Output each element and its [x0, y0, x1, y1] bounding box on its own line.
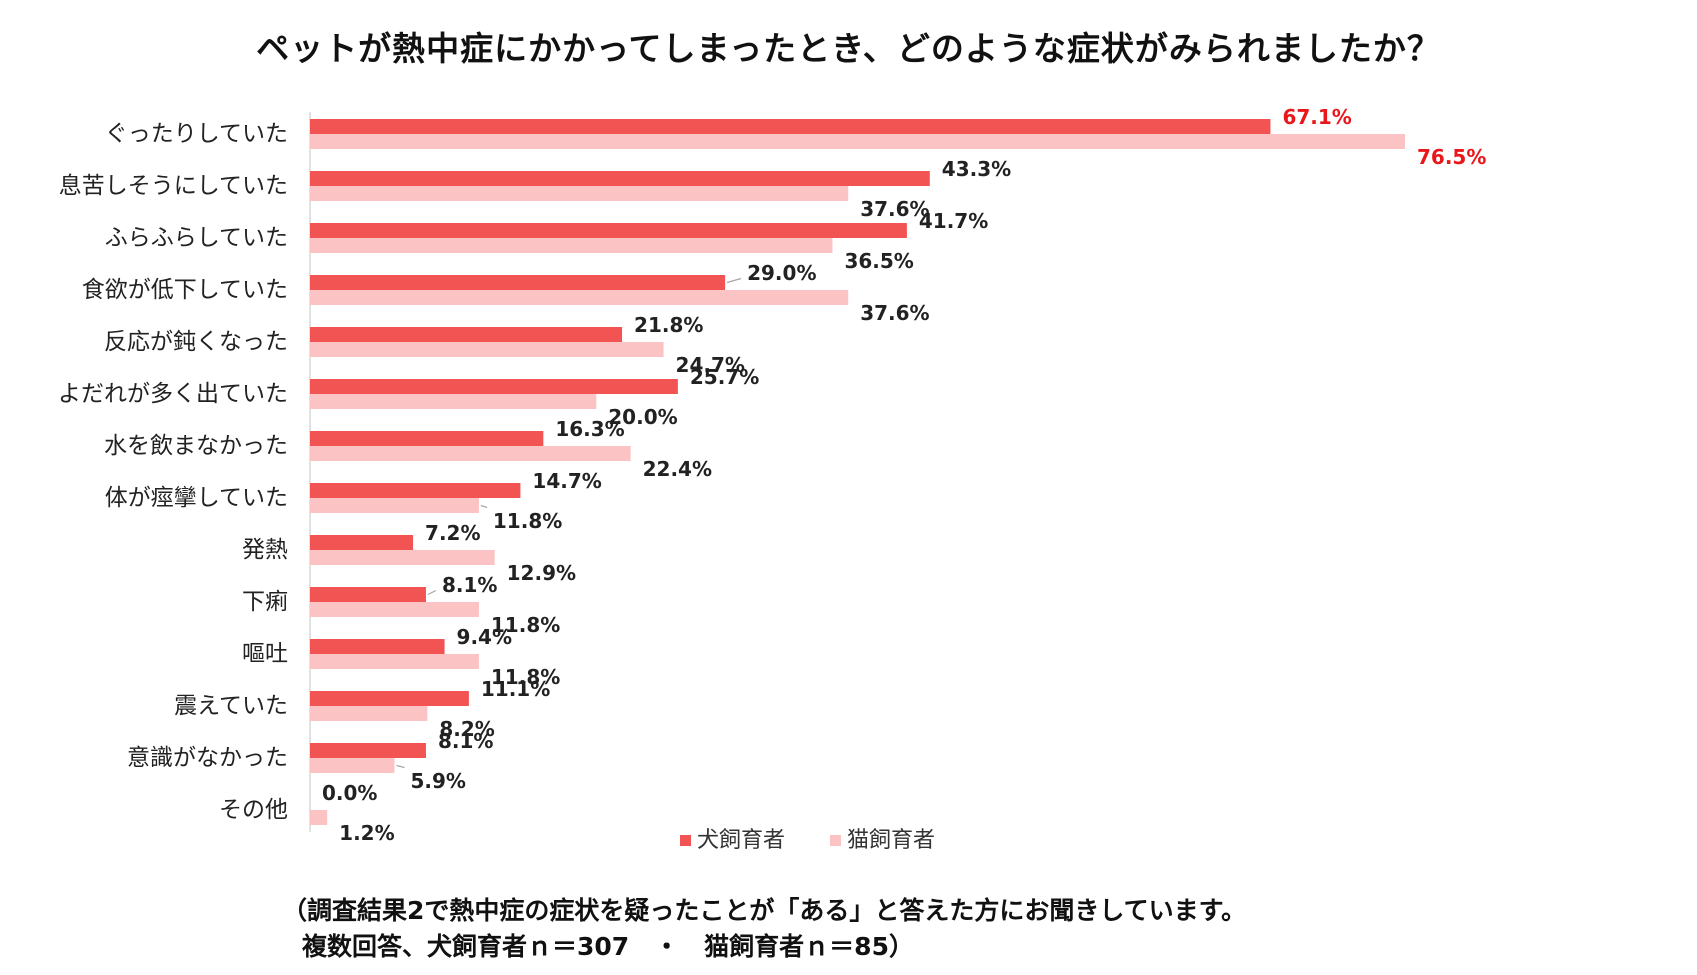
data-label: 25.7%: [690, 365, 759, 389]
category-label: 震えていた: [174, 693, 288, 719]
data-label: 22.4%: [643, 457, 712, 481]
legend-label: 犬飼育者: [697, 828, 785, 853]
leader-line: [427, 589, 437, 596]
data-label: 76.5%: [1417, 145, 1486, 169]
bar-dog: [310, 535, 414, 550]
data-label: 67.1%: [1282, 105, 1351, 129]
bar-dog: [310, 743, 426, 758]
bar-cat: [310, 498, 479, 513]
data-label: 14.7%: [532, 469, 601, 493]
category-label: 嘔吐: [242, 641, 288, 667]
data-label: 0.0%: [322, 781, 377, 805]
leader-line: [480, 504, 488, 509]
bar-dog: [310, 275, 726, 290]
bar-cat: [310, 602, 479, 617]
category-label: 意識がなかった: [127, 745, 288, 771]
category-label: よだれが多く出ていた: [58, 381, 288, 407]
data-label: 8.1%: [442, 573, 497, 597]
data-label: 8.1%: [438, 729, 493, 753]
bar-dog: [310, 483, 521, 498]
chart-title: ペットが熱中症にかかってしまったとき、どのような症状がみられましたか？: [256, 29, 1441, 68]
bar-dog: [310, 379, 678, 394]
leader-line: [726, 277, 742, 284]
bar-cat: [310, 758, 395, 773]
category-label: 食欲が低下していた: [82, 277, 288, 303]
data-label: 11.1%: [481, 677, 550, 701]
bar-cat: [310, 654, 479, 669]
bar-cat: [310, 810, 328, 825]
bar-cat: [310, 186, 849, 201]
data-label: 20.0%: [608, 405, 677, 429]
category-label: その他: [219, 797, 288, 823]
data-label: 11.8%: [493, 509, 562, 533]
bar-cat: [310, 290, 849, 305]
labels-group: ぐったりしていた 67.1% 76.5% 息苦しそうにしていた 43.3% 37.6% ふら…: [58, 105, 1486, 845]
bar-cat: [310, 342, 664, 357]
leader-line: [396, 764, 405, 769]
legend-swatch: [830, 835, 841, 846]
category-label: 発熱: [242, 537, 288, 563]
data-label: 11.8%: [491, 613, 560, 637]
data-label: 16.3%: [555, 417, 624, 441]
category-label: 反応が鈍くなった: [104, 329, 288, 355]
category-label: 下痢: [242, 589, 288, 615]
footnote-line1: （調査結果2で熱中症の症状を疑ったことが「ある」と答えた方にお聞きしています。: [282, 896, 1247, 925]
bar-dog: [310, 223, 907, 238]
data-label: 37.6%: [860, 197, 929, 221]
legend: 犬飼育者 猫飼育者: [680, 828, 935, 853]
bar-dog: [310, 587, 426, 602]
data-label: 37.6%: [860, 301, 929, 325]
data-label: 7.2%: [425, 521, 480, 545]
bar-cat: [310, 550, 495, 565]
data-label: 11.8%: [491, 665, 560, 689]
category-label: 息苦しそうにしていた: [59, 173, 288, 199]
data-label: 36.5%: [844, 249, 913, 273]
bar-cat: [310, 238, 833, 253]
data-label: 29.0%: [747, 261, 816, 285]
bar-cat: [310, 134, 1405, 149]
bar-dog: [310, 171, 930, 186]
category-label: ぐったりしていた: [105, 121, 288, 147]
data-label: 41.7%: [919, 209, 988, 233]
data-label: 21.8%: [634, 313, 703, 337]
bar-cat: [310, 706, 428, 721]
bar-cat: [310, 394, 597, 409]
category-label: 水を飲まなかった: [104, 433, 288, 459]
category-label: 体が痙攣していた: [105, 485, 288, 511]
bar-dog: [310, 431, 544, 446]
legend-label: 猫飼育者: [847, 828, 935, 853]
category-label: ふらふらしていた: [105, 225, 288, 251]
footnote: （調査結果2で熱中症の症状を疑ったことが「ある」と答えた方にお聞きしています。 …: [282, 893, 1482, 965]
data-label: 24.7%: [676, 353, 745, 377]
bar-dog: [310, 119, 1271, 134]
bar-dog: [310, 327, 623, 342]
data-label: 8.2%: [439, 717, 494, 741]
data-label: 9.4%: [457, 625, 512, 649]
footnote-line2: 複数回答、犬飼育者ｎ＝307 ・ 猫飼育者ｎ＝85）: [302, 932, 914, 961]
data-label: 1.2%: [339, 821, 394, 845]
bar-dog: [310, 691, 469, 706]
data-label: 5.9%: [410, 769, 465, 793]
data-label: 12.9%: [507, 561, 576, 585]
legend-swatch: [680, 835, 691, 846]
bar-cat: [310, 446, 631, 461]
bars-group: [310, 119, 1405, 825]
bar-dog: [310, 639, 445, 654]
data-label: 43.3%: [942, 157, 1011, 181]
